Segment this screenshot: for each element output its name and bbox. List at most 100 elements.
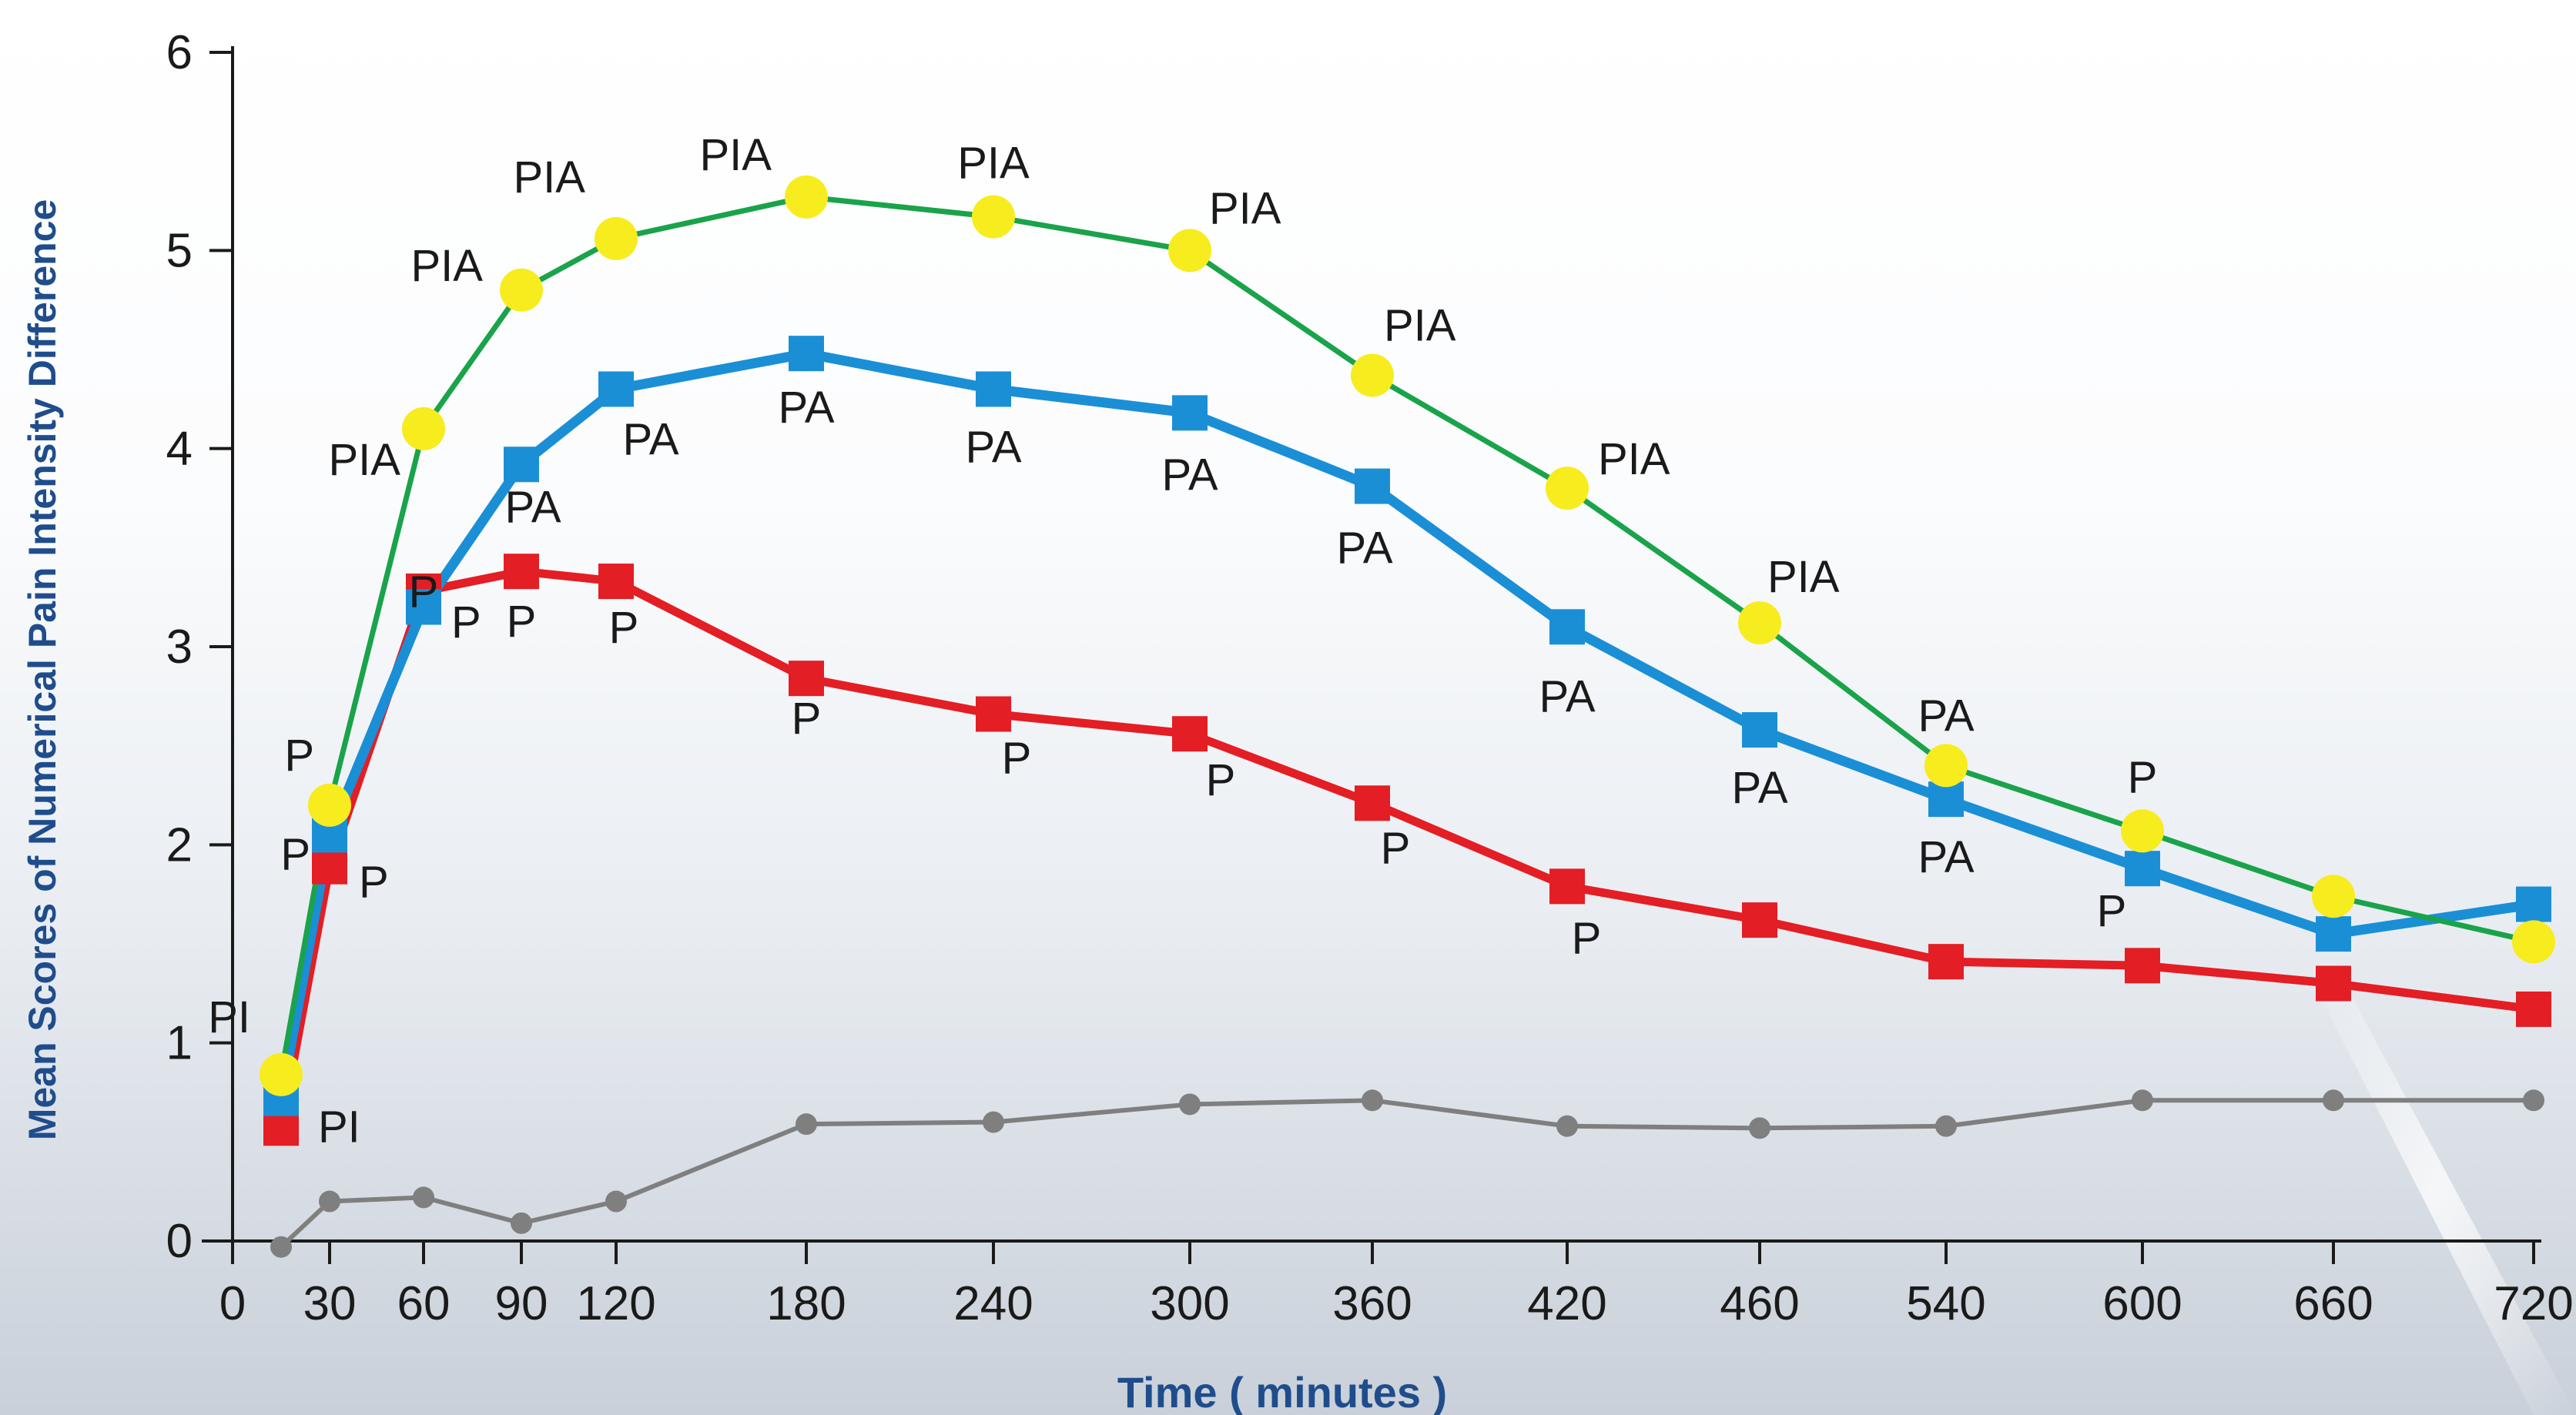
x-tick-label: 120 [576, 1277, 655, 1330]
point-label-s0-9: PIA [1598, 434, 1670, 484]
series-marker-3 [1179, 1093, 1201, 1116]
point-label-s1-4: PA [622, 414, 678, 464]
point-label-s2-5: P [792, 694, 822, 744]
series-marker-0 [2312, 875, 2355, 918]
series-marker-0 [595, 216, 638, 260]
series-marker-3 [1556, 1115, 1578, 1137]
series-marker-3 [270, 1236, 292, 1258]
point-label-s1-11: PA [1918, 832, 1974, 882]
series-marker-0 [972, 195, 1015, 239]
y-axis-label: Mean Scores of Numerical Pain Intensity … [21, 199, 64, 1141]
x-tick-label: 180 [766, 1277, 846, 1330]
series-marker-0 [500, 268, 543, 312]
point-label-s2-8: P [1381, 823, 1411, 873]
y-tick-label: 1 [166, 1017, 193, 1070]
point-label-s0-2: PIA [329, 435, 401, 485]
point-label-s1-7: PA [1161, 450, 1218, 500]
point-label-s0-8: PIA [1384, 300, 1456, 350]
x-tick-label: 460 [1720, 1277, 1799, 1330]
y-tick-label: 6 [166, 26, 193, 79]
series-marker-3 [796, 1113, 817, 1136]
series-marker-1 [598, 371, 634, 407]
y-tick-label: 5 [166, 224, 193, 277]
point-label-s2-6: P [1002, 733, 1032, 783]
series-marker-3 [2323, 1089, 2344, 1112]
y-tick-label: 3 [166, 621, 193, 674]
series-marker-2 [1172, 716, 1208, 752]
x-tick-label: 360 [1332, 1277, 1412, 1330]
series-marker-3 [1935, 1115, 1957, 1137]
series-marker-2 [789, 661, 824, 697]
series-marker-1 [2316, 916, 2351, 952]
series-marker-3 [605, 1190, 627, 1213]
x-tick-label: 720 [2494, 1277, 2573, 1330]
point-label-s1-8: PA [1336, 524, 1392, 574]
series-marker-1 [2125, 851, 2160, 887]
series-line-1 [276, 348, 2534, 1099]
point-label-s1-1: P [280, 829, 310, 879]
x-tick-label: 420 [1527, 1277, 1606, 1330]
series-marker-2 [976, 696, 1011, 732]
x-tick-label: 90 [495, 1277, 548, 1330]
series-marker-2 [312, 848, 347, 885]
series-marker-2 [1928, 944, 1964, 980]
series-marker-1 [976, 371, 1011, 407]
point-label-s2-4: P [609, 603, 639, 653]
x-tick-label: 600 [2102, 1277, 2182, 1330]
series-marker-0 [1546, 467, 1589, 510]
point-label-s1-2: P [409, 567, 439, 617]
series-marker-3 [983, 1111, 1004, 1133]
point-label-s2-9: P [1572, 913, 1602, 963]
series-marker-1 [1355, 468, 1390, 504]
series-marker-0 [785, 175, 828, 219]
point-label-s1-12: P [2097, 886, 2127, 936]
x-tick-label: 660 [2293, 1277, 2373, 1330]
point-label-s0-12: P [2128, 752, 2158, 802]
series-marker-1 [1172, 395, 1208, 431]
series-marker-2 [2316, 965, 2351, 1002]
series-marker-2 [1742, 902, 1777, 938]
y-tick-label: 0 [166, 1215, 193, 1268]
point-label-s1-3: PA [504, 482, 561, 532]
series-marker-3 [413, 1186, 434, 1209]
point-label-s0-11: PA [1918, 691, 1974, 741]
point-label-s2-0: PI [318, 1102, 360, 1152]
series-marker-0 [2121, 809, 2164, 853]
point-label-s0-7: PIA [1209, 183, 1281, 233]
series-marker-0 [1351, 353, 1394, 397]
series-marker-3 [511, 1212, 532, 1234]
background-glare [2303, 962, 2576, 1415]
point-label-s0-1: P [284, 731, 314, 781]
series-marker-3 [2523, 1089, 2544, 1112]
series-marker-1 [1742, 712, 1777, 748]
series-marker-1 [1549, 609, 1585, 645]
point-label-s0-10: PIA [1767, 552, 1840, 602]
point-label-s0-4: PIA [514, 152, 586, 202]
point-label-s0-0: PI [208, 992, 250, 1042]
point-label-s0-6: PIA [957, 139, 1030, 189]
series-marker-1 [2516, 886, 2551, 922]
x-tick-label: 60 [397, 1277, 451, 1330]
series-marker-3 [1749, 1117, 1770, 1139]
series-marker-2 [1549, 868, 1585, 905]
series-line-3 [279, 1098, 2534, 1249]
x-tick-label: 0 [219, 1277, 246, 1330]
point-label-s0-5: PIA [700, 130, 772, 180]
series-marker-3 [319, 1190, 340, 1213]
series-marker-0 [1168, 229, 1211, 273]
series-marker-0 [1924, 744, 1968, 788]
x-tick-label: 540 [1906, 1277, 1985, 1330]
series-marker-3 [1362, 1089, 1383, 1112]
point-label-s1-6: PA [965, 422, 1021, 472]
series-layer [260, 175, 2555, 1258]
x-axis-label: Time ( minutes ) [1117, 1368, 1447, 1415]
series-marker-2 [2125, 948, 2160, 984]
series-marker-2 [504, 554, 539, 590]
y-tick-label: 4 [166, 423, 193, 476]
x-tick-label: 30 [303, 1277, 357, 1330]
point-label-s1-5: PA [778, 383, 834, 433]
series-marker-0 [2512, 920, 2555, 964]
